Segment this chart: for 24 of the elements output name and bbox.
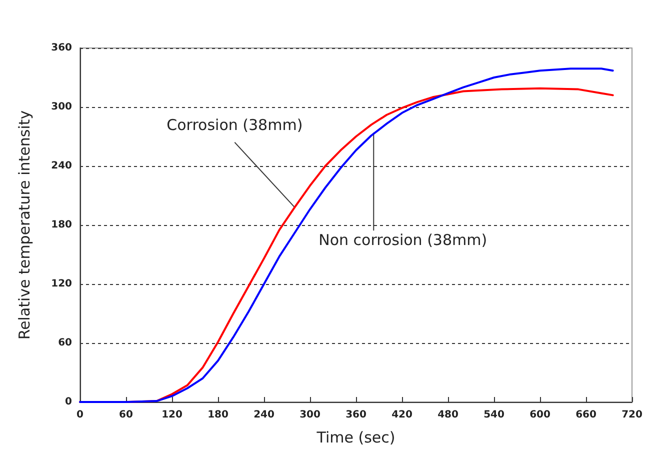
x-tick-label: 720 [622, 410, 642, 420]
x-tick-label: 240 [254, 410, 274, 420]
x-tick-label: 60 [119, 410, 133, 420]
annotation: Corrosion (38mm) [166, 116, 303, 134]
x-tick-label: 0 [76, 410, 84, 420]
x-tick-label: 660 [576, 410, 596, 420]
x-tick-label: 300 [300, 410, 320, 420]
y-tick-label: 300 [51, 102, 72, 112]
y-tick-label: 360 [51, 42, 72, 54]
y-tick-label: 60 [58, 338, 72, 348]
x-tick-label: 360 [346, 410, 366, 420]
x-axis-title: Time (sec) [316, 428, 396, 446]
x-tick-label: 480 [438, 410, 458, 420]
x-tick-label: 120 [162, 410, 182, 420]
x-tick-label: 180 [208, 410, 228, 420]
x-tick-label: 600 [530, 410, 550, 420]
x-tick-label: 540 [484, 410, 504, 420]
x-tick-label: 420 [392, 410, 412, 420]
annotation: Non corrosion (38mm) [318, 231, 488, 250]
y-tick-label: 0 [65, 396, 72, 408]
y-axis-title: Relative temperature intensity [16, 110, 34, 340]
y-tick-label: 180 [51, 220, 72, 230]
y-tick-label: 120 [51, 278, 72, 290]
y-tick-label: 240 [51, 160, 72, 172]
